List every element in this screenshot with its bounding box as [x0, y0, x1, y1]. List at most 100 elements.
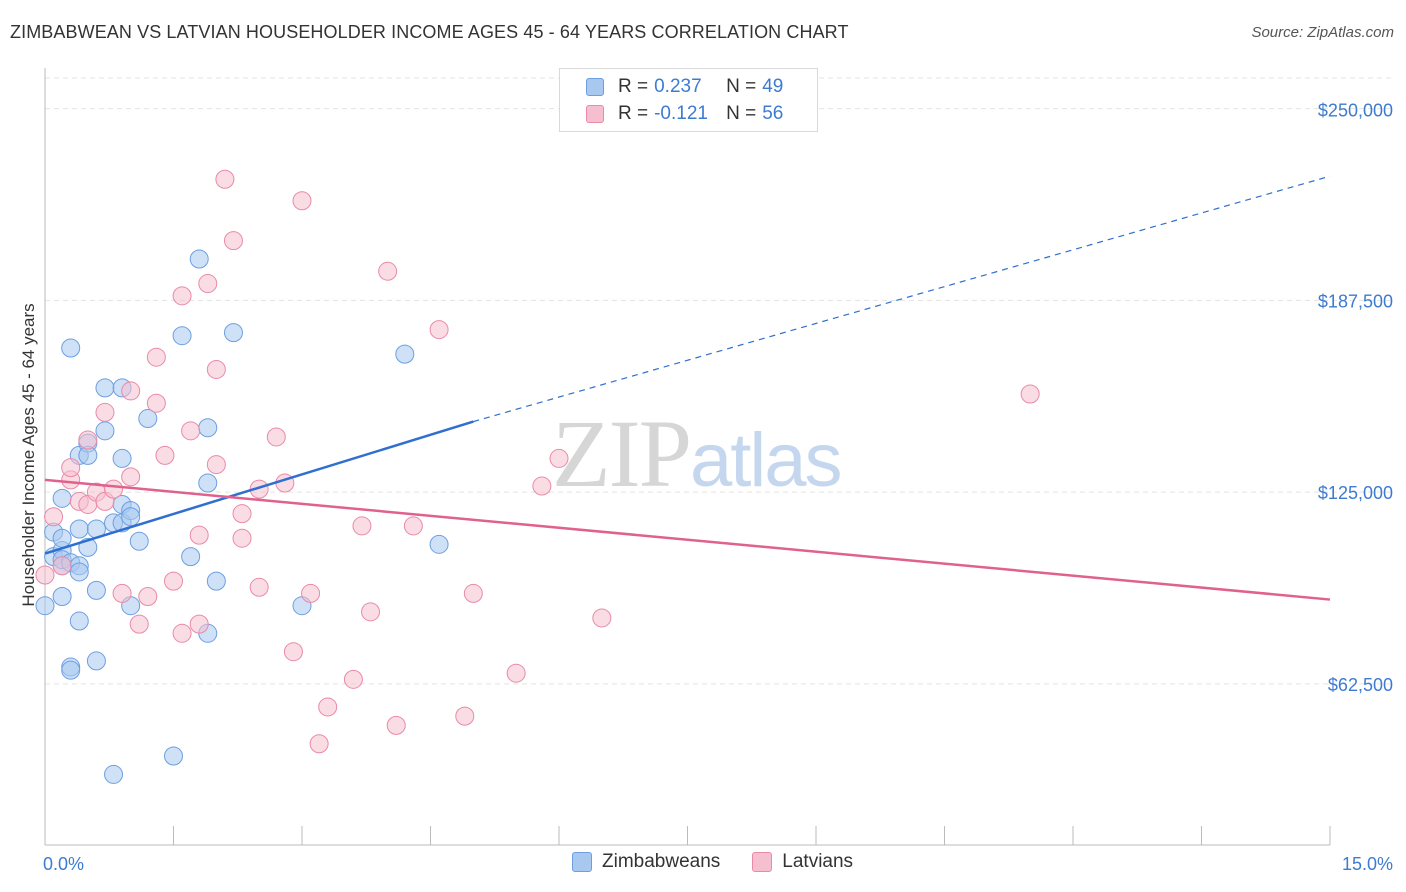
- zimbabwean-point: [69, 611, 89, 631]
- latvian-point: [309, 734, 329, 754]
- latvian-point: [104, 479, 124, 499]
- zimbabwean-point: [129, 531, 149, 551]
- x-tick-label: 15.0%: [1342, 854, 1393, 874]
- series-legend: Zimbabweans Latvians: [572, 851, 885, 873]
- zimbabwean-point: [206, 571, 226, 591]
- latvian-point: [318, 697, 338, 717]
- zimbabwean-point: [138, 409, 158, 429]
- latvian-point: [506, 663, 526, 683]
- n-value: 49: [762, 76, 784, 97]
- x-tick-labels: 0.0% 15.0%: [43, 854, 1393, 874]
- zimbabwean-point: [198, 473, 218, 493]
- zimbabwean-point: [61, 338, 81, 358]
- n-value: 56: [762, 103, 784, 124]
- latvian-point: [52, 556, 72, 576]
- legend-item-latvians[interactable]: Latvians: [752, 851, 853, 873]
- r-label: R =: [618, 76, 649, 97]
- latvian-point: [44, 507, 64, 527]
- latvian-point: [206, 359, 226, 379]
- zimbabwean-point: [95, 378, 115, 398]
- chart-title: ZIMBABWEAN VS LATVIAN HOUSEHOLDER INCOME…: [10, 22, 849, 42]
- y-axis-label: Householder Income Ages 45 - 64 years: [19, 303, 38, 606]
- zimbabwean-point: [104, 764, 124, 784]
- zimbabweans-trend-extension: [473, 175, 1331, 423]
- n-label: N =: [726, 103, 757, 124]
- zimbabwean-point: [61, 660, 81, 680]
- latvian-point: [361, 602, 381, 622]
- zimbabwean-point: [112, 448, 132, 468]
- latvian-point: [146, 393, 166, 413]
- latvian-point: [35, 565, 55, 585]
- latvian-point: [112, 583, 132, 603]
- zimbabwean-point: [189, 249, 209, 269]
- latvian-point: [429, 320, 449, 340]
- latvian-point: [249, 577, 269, 597]
- pink-swatch-icon: [586, 105, 604, 123]
- latvian-point: [206, 455, 226, 475]
- zimbabwean-point: [35, 596, 55, 616]
- watermark-zip: ZIP: [552, 400, 692, 507]
- latvian-point: [463, 583, 483, 603]
- zimbabwean-point: [69, 562, 89, 582]
- latvian-point: [283, 642, 303, 662]
- zimbabwean-point: [52, 488, 72, 508]
- latvian-point: [138, 586, 158, 606]
- y-tick-label: $62,500: [1328, 675, 1393, 695]
- latvian-point: [121, 467, 141, 487]
- x-tick-label: 0.0%: [43, 854, 84, 874]
- legend-row-latvians: R = -0.121 N = 56: [586, 100, 783, 128]
- zimbabweans-trend-line: [44, 420, 474, 555]
- y-tick-label: $187,500: [1318, 291, 1393, 311]
- latvian-point: [232, 504, 252, 524]
- latvian-point: [215, 169, 235, 189]
- latvian-point: [78, 430, 98, 450]
- latvian-point: [172, 286, 192, 306]
- axes: [44, 68, 1331, 846]
- r-value: -0.121: [654, 103, 708, 124]
- r-label: R =: [618, 103, 649, 124]
- latvian-point: [223, 231, 243, 251]
- latvian-point: [292, 191, 312, 211]
- source-credit: Source: ZipAtlas.com: [1251, 24, 1394, 41]
- n-label: N =: [726, 76, 757, 97]
- latvian-point: [232, 528, 252, 548]
- zimbabwean-point: [52, 528, 72, 548]
- latvian-point: [403, 516, 423, 536]
- latvians-trend-line: [44, 478, 1331, 601]
- latvian-point: [189, 614, 209, 634]
- latvian-point: [301, 583, 321, 603]
- zimbabwean-point: [429, 534, 449, 554]
- latvian-point: [164, 571, 183, 591]
- zimbabwean-point: [52, 586, 72, 606]
- legend-item-zimbabweans[interactable]: Zimbabweans: [572, 851, 720, 873]
- latvians-points: [35, 169, 1040, 754]
- latvian-point: [146, 347, 166, 367]
- latvian-point: [121, 381, 141, 401]
- latvian-point: [1020, 384, 1040, 404]
- zimbabweans-points: [35, 249, 449, 784]
- zimbabwean-point: [121, 507, 141, 527]
- latvian-point: [172, 623, 192, 643]
- latvian-point: [129, 614, 149, 634]
- latvian-point: [95, 402, 115, 422]
- zimbabwean-point: [86, 580, 106, 600]
- latvian-point: [532, 476, 552, 496]
- legend-label: Zimbabweans: [602, 851, 721, 872]
- zimbabwean-point: [198, 418, 218, 438]
- legend-row-zimbabweans: R = 0.237 N = 49: [586, 73, 783, 101]
- gridlines: [45, 77, 1395, 685]
- latvian-point: [592, 608, 612, 628]
- trend-lines: [44, 175, 1331, 601]
- blue-swatch-icon: [572, 852, 592, 872]
- watermark: ZIPatlas: [552, 398, 843, 509]
- latvian-point: [189, 525, 209, 545]
- y-tick-labels: $62,500 $125,000 $187,500 $250,000: [1318, 101, 1393, 695]
- latvian-point: [198, 274, 218, 294]
- zimbabwean-point: [395, 344, 415, 364]
- zimbabwean-point: [172, 326, 192, 346]
- y-tick-label: $125,000: [1318, 483, 1393, 503]
- latvian-point: [378, 261, 398, 281]
- latvian-point: [266, 427, 286, 447]
- latvian-point: [155, 445, 175, 465]
